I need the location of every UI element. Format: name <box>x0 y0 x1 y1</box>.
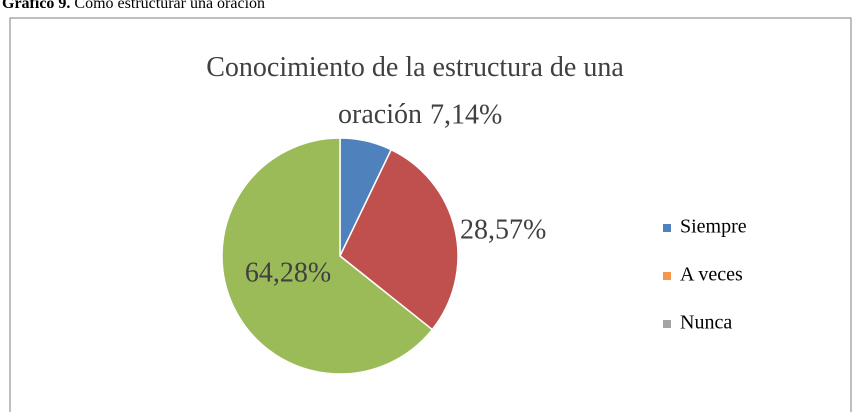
title-line: Conocimiento de la estructura de una <box>206 52 624 83</box>
data-label: 28,57% <box>460 214 546 245</box>
legend-label: Siempre <box>680 216 747 238</box>
legend-label: A veces <box>680 264 743 286</box>
caption: Gráfico 9. Cómo estructurar una oración <box>2 0 265 12</box>
legend-swatch <box>663 320 671 328</box>
chart-frame <box>9 17 852 412</box>
title-line: oración <box>338 99 422 130</box>
pie-slice <box>339 148 459 331</box>
legend-swatch <box>663 272 671 280</box>
chart-title: Conocimiento de la estructura de una orac… <box>206 52 624 130</box>
caption-text: Cómo estructurar una oración <box>74 0 265 12</box>
legend-swatch <box>663 224 671 232</box>
pie-slice <box>221 137 434 375</box>
legend-label: Nunca <box>680 312 732 334</box>
caption-label: Gráfico 9. <box>2 0 70 12</box>
data-label: 7,14% <box>430 99 502 130</box>
data-label: 64,28% <box>245 257 331 288</box>
